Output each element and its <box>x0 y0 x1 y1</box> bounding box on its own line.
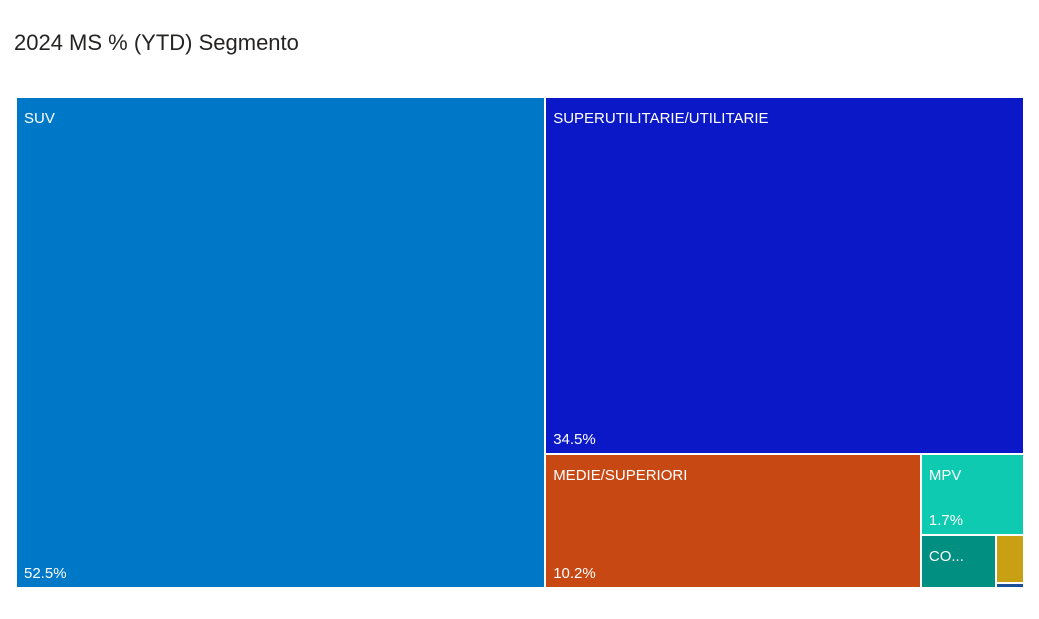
treemap-tile[interactable]: SUPERUTILITARIE/UTILITARIE 34.5% <box>545 97 1024 454</box>
treemap: SUV 52.5% SUPERUTILITARIE/UTILITARIE 34.5% M… <box>16 97 1024 588</box>
tile-label: CO... <box>928 548 964 566</box>
treemap-tile[interactable] <box>995 582 1024 588</box>
treemap-tile[interactable]: MPV 1.7% <box>920 453 1024 536</box>
treemap-tile[interactable]: MEDIE/SUPERIORI 10.2% <box>545 453 921 588</box>
treemap-tile[interactable]: CO... <box>920 535 996 588</box>
treemap-tile[interactable] <box>995 535 1024 583</box>
tile-label: SUPERUTILITARIE/UTILITARIE <box>553 110 769 127</box>
tile-label: MEDIE/SUPERIORI <box>553 466 688 484</box>
tile-value: 1.7% <box>928 512 964 530</box>
chart-title: 2024 MS % (YTD) Segmento <box>14 30 299 55</box>
tile-label: MPV <box>928 466 962 484</box>
tile-value: 52.5% <box>24 565 67 582</box>
tile-label: SUV <box>24 110 55 127</box>
tile-value: 34.5% <box>553 430 596 448</box>
tile-value: 10.2% <box>553 564 596 582</box>
treemap-tile[interactable]: SUV 52.5% <box>16 97 546 588</box>
